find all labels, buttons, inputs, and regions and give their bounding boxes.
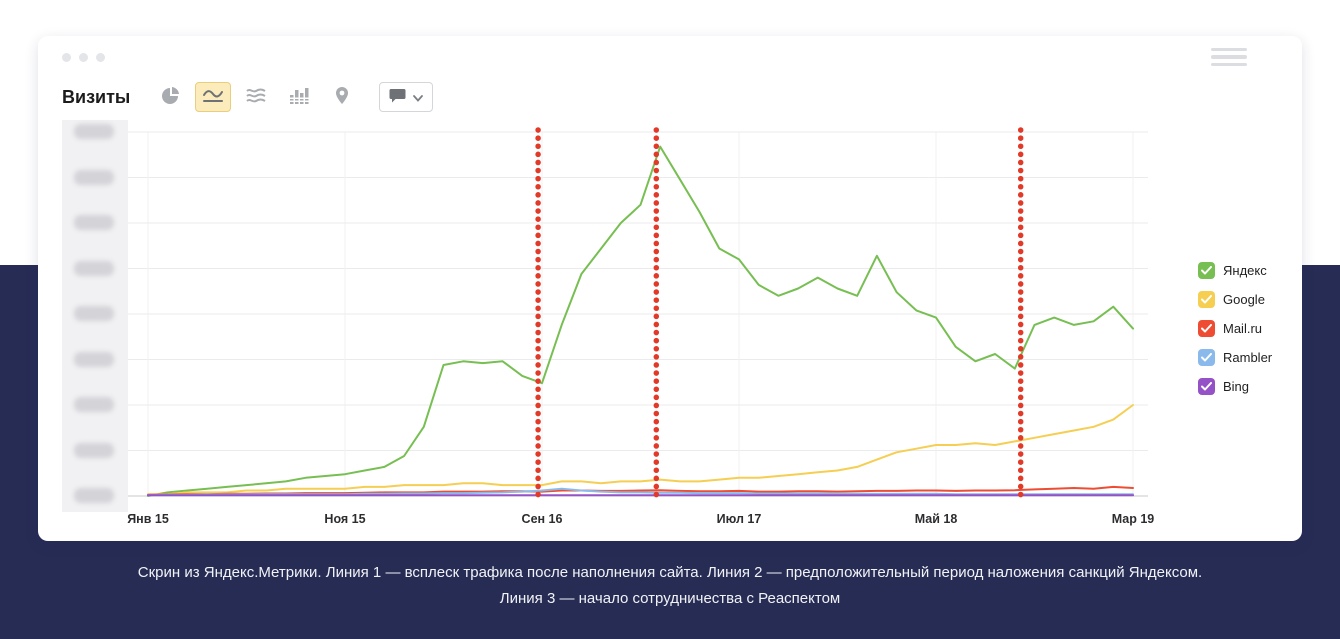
line-chart-icon (202, 87, 224, 108)
map-pin-button[interactable] (324, 82, 360, 112)
chevron-down-icon (413, 90, 424, 105)
pie-chart-icon (160, 86, 180, 109)
x-tick-label: Ноя 15 (324, 512, 366, 526)
legend-checkbox-icon[interactable] (1198, 349, 1215, 366)
legend-label: Google (1223, 292, 1265, 307)
legend-label: Mail.ru (1223, 321, 1263, 336)
window-control-dots (62, 52, 105, 62)
line-chart-button[interactable] (195, 82, 232, 112)
x-axis-labels: Янв 15 Ноя 15 Сен 16 Июл 17 Май 18 Мар 19 (127, 512, 1158, 532)
x-tick-label: Мар 19 (1111, 512, 1155, 526)
window-dot-icon (62, 52, 71, 62)
legend-checkbox-icon[interactable] (1198, 291, 1215, 308)
plot-area (128, 124, 1158, 506)
y-tick-label-blurred (74, 215, 114, 230)
metrika-screenshot-card: Визиты (38, 36, 1302, 541)
x-tick-label: Сен 16 (521, 512, 563, 526)
legend-checkbox-icon[interactable] (1198, 262, 1215, 279)
caption-line-2: Линия 3 — начало сотрудничества с Реаспе… (499, 590, 841, 607)
legend-item-bing[interactable]: Bing (1198, 378, 1272, 395)
metric-label: Визиты (62, 86, 131, 107)
pie-chart-button[interactable] (152, 82, 188, 112)
window-dot-icon (79, 52, 88, 62)
x-tick-label: Июл 17 (716, 512, 762, 526)
y-tick-label-blurred (74, 397, 114, 412)
y-tick-label-blurred (74, 124, 114, 139)
map-pin-icon (333, 86, 351, 108)
chart-legend: Яндекс Google Mail.ru Rambler Bing (1198, 262, 1272, 395)
caption-line-1: Скрин из Яндекс.Метрики. Линия 1 — вспле… (137, 564, 1203, 581)
area-chart-icon (245, 87, 267, 108)
legend-item-яндекс[interactable]: Яндекс (1198, 262, 1272, 279)
x-tick-label: Май 18 (914, 512, 958, 526)
y-tick-label-blurred (74, 488, 114, 503)
legend-item-google[interactable]: Google (1198, 291, 1272, 308)
y-tick-label-blurred (74, 351, 114, 367)
legend-label: Яндекс (1223, 263, 1267, 278)
series-line-rambler (147, 487, 1134, 497)
series-line-яндекс (147, 145, 1134, 497)
legend-checkbox-icon[interactable] (1198, 320, 1215, 337)
figure-caption: Скрин из Яндекс.Метрики. Линия 1 — вспле… (0, 560, 1340, 612)
comment-bubble-icon (389, 88, 406, 106)
hamburger-menu-icon[interactable] (1211, 47, 1247, 67)
comments-dropdown-button[interactable] (379, 82, 434, 112)
series-line-mail-ru (147, 485, 1134, 496)
x-tick-label: Янв 15 (127, 512, 169, 526)
y-tick-label-blurred (74, 306, 114, 321)
y-axis-blurred-labels (62, 120, 128, 512)
legend-checkbox-icon[interactable] (1198, 378, 1215, 395)
y-tick-label-blurred (74, 169, 114, 185)
window-dot-icon (96, 52, 105, 62)
legend-label: Bing (1223, 379, 1250, 394)
browser-chrome-bar (38, 36, 1302, 78)
bar-chart-button[interactable] (281, 82, 317, 112)
bar-chart-icon (289, 87, 310, 108)
legend-label: Rambler (1223, 350, 1273, 365)
area-chart-button[interactable] (238, 82, 274, 112)
legend-item-mail-ru[interactable]: Mail.ru (1198, 320, 1272, 337)
legend-item-rambler[interactable]: Rambler (1198, 349, 1272, 366)
chart-toolbar: Визиты (38, 78, 1302, 114)
y-tick-label-blurred (74, 260, 114, 276)
y-tick-label-blurred (74, 442, 114, 458)
series-line-google (147, 404, 1134, 496)
traffic-chart (128, 127, 1148, 499)
